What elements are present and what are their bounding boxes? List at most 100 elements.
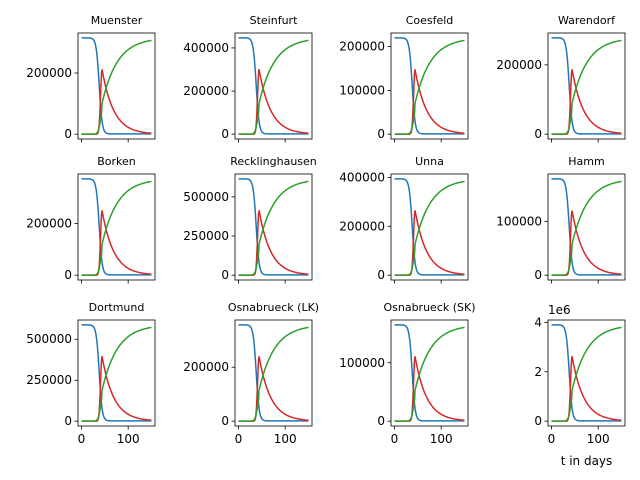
- y-tick-label: 200000: [183, 360, 229, 374]
- y-tick-label: 250000: [26, 373, 72, 387]
- susceptible-line: [551, 178, 622, 276]
- plot-frame: [547, 173, 626, 281]
- y-tick-label: 0: [64, 414, 72, 428]
- subplot-panel: 0 2 4 0 100 1e6 t in days: [534, 303, 626, 468]
- x-tick-label: 0: [78, 432, 86, 446]
- susceptible-line: [238, 178, 309, 276]
- subplot-panel: Borken 0 200000: [26, 155, 156, 284]
- subplot-panel: Dortmund 0 250000 500000 0 100: [26, 301, 156, 446]
- subplot-panel: Unna 0 200000 400000: [339, 155, 469, 284]
- x-tick-label: 0: [235, 432, 243, 446]
- recovered-line: [394, 326, 465, 422]
- plot-frame: [77, 173, 156, 281]
- y-tick-label: 4: [534, 315, 542, 329]
- susceptible-line: [238, 37, 309, 135]
- subplot-panel: Warendorf 0 200000: [496, 14, 626, 143]
- recovered-line: [551, 326, 622, 422]
- y-tick-label: 250000: [183, 229, 229, 243]
- plot-frame: [390, 32, 469, 140]
- x-tick-label: 100: [430, 432, 453, 446]
- plot-frame: [547, 32, 626, 140]
- subplot-title: Osnabrueck (LK): [228, 301, 319, 314]
- recovered-line: [238, 326, 309, 422]
- plot-frame: [390, 319, 469, 427]
- susceptible-line: [81, 324, 152, 422]
- subplot-title: Dortmund: [89, 301, 145, 314]
- subplot-title: Coesfeld: [406, 14, 454, 27]
- susceptible-line: [394, 324, 465, 422]
- y-tick-label: 100000: [496, 214, 542, 228]
- susceptible-line: [551, 324, 622, 422]
- subplot-title: Muenster: [91, 14, 143, 27]
- y-tick-label: 0: [64, 127, 72, 141]
- y-tick-label: 100000: [339, 83, 385, 97]
- recovered-line: [551, 180, 622, 276]
- susceptible-line: [551, 37, 622, 135]
- recovered-line: [238, 180, 309, 276]
- plot-frame: [234, 319, 313, 427]
- susceptible-line: [81, 37, 152, 135]
- subplot-panel: Osnabrueck (LK) 0 200000 0 100: [183, 301, 319, 446]
- y-tick-label: 200000: [339, 219, 385, 233]
- subplot-title: Steinfurt: [250, 14, 298, 27]
- subplot-panel: Hamm 0 100000: [496, 155, 626, 284]
- y-tick-label: 0: [534, 127, 542, 141]
- plot-frame: [547, 319, 626, 427]
- y-tick-label: 200000: [339, 40, 385, 54]
- y-tick-label: 500000: [26, 332, 72, 346]
- susceptible-line: [394, 178, 465, 276]
- y-tick-label: 400000: [339, 170, 385, 184]
- recovered-line: [81, 39, 152, 135]
- y-tick-label: 0: [221, 127, 229, 141]
- y-tick-label: 200000: [26, 216, 72, 230]
- plot-frame: [77, 32, 156, 140]
- y-tick-label: 0: [377, 414, 385, 428]
- y-tick-label: 2: [534, 365, 542, 379]
- subplot-panel: Steinfurt 0 200000 400000: [183, 14, 313, 143]
- x-tick-label: 0: [391, 432, 399, 446]
- recovered-line: [81, 326, 152, 422]
- plot-frame: [234, 173, 313, 281]
- y-tick-label: 400000: [183, 41, 229, 55]
- y-tick-label: 0: [534, 414, 542, 428]
- x-tick-label: 100: [587, 432, 610, 446]
- recovered-line: [394, 39, 465, 135]
- subplot-title: Osnabrueck (SK): [383, 301, 475, 314]
- y-tick-label: 0: [221, 268, 229, 282]
- susceptible-line: [81, 178, 152, 276]
- plot-frame: [234, 32, 313, 140]
- y-tick-label: 200000: [26, 66, 72, 80]
- subplot-grid: Muenster0200000Steinfurt0200000400000Coe…: [26, 14, 626, 468]
- y-tick-label: 0: [221, 414, 229, 428]
- y-tick-label: 0: [64, 268, 72, 282]
- recovered-line: [238, 39, 309, 135]
- subplot-panel: Recklinghausen 0 250000 500000: [183, 155, 317, 284]
- subplot-panel: Muenster 0 200000: [26, 14, 156, 143]
- y-tick-label: 0: [377, 268, 385, 282]
- subplot-title: Warendorf: [558, 14, 616, 27]
- recovered-line: [551, 39, 622, 135]
- susceptible-line: [394, 37, 465, 135]
- subplot-title: Borken: [97, 155, 136, 168]
- y-tick-label: 0: [377, 127, 385, 141]
- subplot-panel: Osnabrueck (SK) 0 100000 0 100: [339, 301, 475, 446]
- subplot-panel: Coesfeld 0 100000 200000: [339, 14, 469, 143]
- plot-frame: [390, 173, 469, 281]
- recovered-line: [81, 180, 152, 276]
- plot-frame: [77, 319, 156, 427]
- y-tick-label: 200000: [183, 84, 229, 98]
- subplot-title: Recklinghausen: [230, 155, 317, 168]
- x-tick-label: 100: [117, 432, 140, 446]
- y-tick-label: 200000: [496, 58, 542, 72]
- y-offset-label: 1e6: [548, 303, 571, 317]
- x-axis-label: t in days: [561, 454, 613, 468]
- subplot-title: Hamm: [568, 155, 604, 168]
- susceptible-line: [238, 324, 309, 422]
- y-tick-label: 100000: [339, 356, 385, 370]
- x-tick-label: 0: [548, 432, 556, 446]
- y-tick-label: 0: [534, 268, 542, 282]
- subplot-title: Unna: [415, 155, 444, 168]
- x-tick-label: 100: [274, 432, 297, 446]
